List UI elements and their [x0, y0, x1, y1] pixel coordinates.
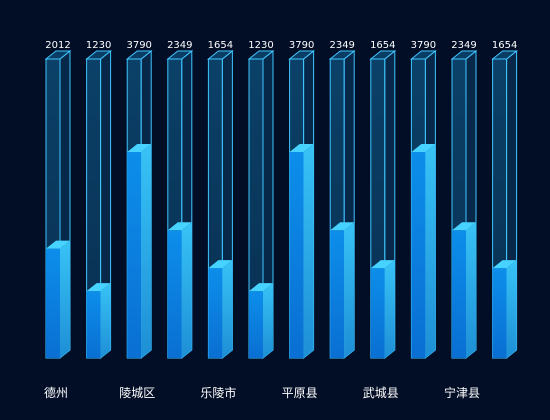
bar-group: 3790 — [409, 40, 437, 360]
bar-top — [492, 260, 517, 269]
bar-top — [289, 143, 314, 152]
bar-side — [141, 143, 152, 358]
bar — [86, 291, 101, 358]
bar-frame-top — [166, 50, 194, 60]
bar-group: 1230 — [85, 40, 113, 360]
data-label: 2349 — [329, 40, 354, 51]
x-tick-label: 德州 — [44, 385, 68, 400]
bar-group: 1654 — [206, 40, 234, 360]
bar-side — [263, 283, 273, 358]
bar-top — [249, 283, 273, 292]
bar — [249, 291, 263, 358]
data-label: 1230 — [86, 40, 111, 51]
bar-side — [60, 240, 70, 358]
bar-top — [208, 260, 233, 269]
bar-group: 1230 — [247, 40, 275, 360]
data-label: 3790 — [289, 40, 314, 51]
bar — [370, 268, 385, 358]
bar-top — [452, 222, 476, 231]
bar — [452, 230, 466, 358]
bar-side — [506, 260, 517, 358]
bar-side — [466, 222, 476, 358]
bar — [492, 268, 507, 358]
bar-top — [411, 143, 436, 152]
bar-group: 2349 — [450, 40, 478, 360]
data-label: 2349 — [451, 40, 476, 51]
x-tick-label: 陵城区 — [119, 386, 155, 400]
bar-frame-top — [44, 50, 72, 60]
bar-side — [344, 222, 355, 358]
bar-frame-top — [206, 50, 234, 60]
bar-frame-top — [491, 50, 519, 60]
bar-frame-top — [125, 50, 153, 60]
bar-group: 3790 — [125, 40, 153, 360]
data-label: 1654 — [208, 40, 233, 51]
bar-top — [167, 222, 192, 231]
bar-top — [46, 240, 70, 249]
x-tick-label: 武城县 — [363, 386, 399, 400]
bar-top — [330, 222, 355, 231]
bar — [46, 248, 60, 358]
bar-side — [425, 143, 436, 358]
data-label: 2012 — [45, 40, 70, 51]
bar-frame-top — [247, 50, 275, 60]
bar-frame-top — [85, 50, 113, 60]
data-label: 2349 — [167, 40, 192, 51]
data-label: 3790 — [126, 40, 151, 51]
bar-top — [86, 283, 111, 292]
bar-frame-top — [369, 50, 397, 60]
bar-group: 2012 — [44, 40, 72, 360]
bar — [167, 230, 182, 358]
bar-side — [384, 260, 395, 358]
bar-frame-top — [450, 50, 478, 60]
bar-group: 2349 — [328, 40, 356, 360]
data-label: 1654 — [492, 40, 517, 51]
data-label: 1230 — [248, 40, 273, 51]
bar-side — [303, 143, 314, 358]
bar-side — [181, 222, 192, 358]
bar-frame-top — [409, 50, 437, 60]
bar — [411, 151, 426, 358]
bar-frame-top — [288, 50, 316, 60]
data-label: 3790 — [411, 40, 436, 51]
bar-group: 1654 — [369, 40, 397, 360]
bar-group: 3790 — [288, 40, 316, 360]
x-tick-label: 平原县 — [282, 386, 318, 400]
bar-side — [100, 283, 111, 358]
bar-group: 1654 — [491, 40, 519, 360]
bar-top — [370, 260, 395, 269]
bar — [208, 268, 223, 358]
bar — [289, 151, 304, 358]
bar-side — [222, 260, 233, 358]
x-tick-label: 宁津县 — [444, 385, 480, 400]
bar — [330, 230, 345, 358]
data-label: 1654 — [370, 40, 395, 51]
bar-top — [127, 143, 152, 152]
bar-group: 2349 — [166, 40, 194, 360]
bar-frame-top — [328, 50, 356, 60]
x-tick-label: 乐陵市 — [200, 385, 236, 400]
bar — [127, 151, 142, 358]
